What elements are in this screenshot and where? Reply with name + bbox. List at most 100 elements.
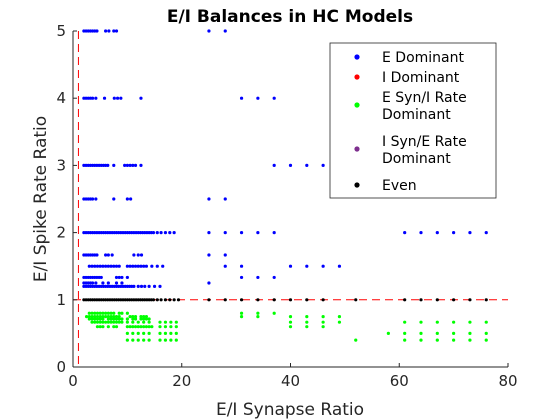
point-e-dominant (120, 275, 124, 280)
point-e-syn-i-rate-dominant (90, 320, 94, 324)
point-e-syn-i-rate-dominant (109, 315, 113, 319)
point-e-dominant (101, 281, 105, 285)
point-e-syn-i-rate-dominant (272, 311, 276, 315)
point-e-syn-i-rate-dominant (468, 320, 472, 324)
point-e-syn-i-rate-dominant (484, 331, 488, 335)
point-e-syn-i-rate-dominant (403, 320, 407, 324)
point-e-syn-i-rate-dominant (106, 311, 110, 315)
point-e-syn-i-rate-dominant (133, 325, 138, 329)
y-tick-label: 0 (56, 358, 66, 376)
point-e-syn-i-rate-dominant (174, 325, 178, 329)
point-e-syn-i-rate-dominant (109, 317, 113, 321)
point-e-syn-i-rate-dominant (147, 325, 151, 329)
point-e-syn-i-rate-dominant (163, 338, 168, 342)
point-e-syn-i-rate-dominant (403, 331, 407, 335)
point-e-dominant (120, 281, 124, 285)
legend-marker-even (354, 182, 360, 188)
point-even (321, 298, 325, 302)
point-e-dominant (133, 163, 138, 167)
point-e-syn-i-rate-dominant (435, 320, 439, 324)
point-e-syn-i-rate-dominant (142, 317, 146, 321)
point-e-dominant (305, 264, 309, 268)
point-e-dominant (90, 197, 95, 201)
point-e-syn-i-rate-dominant (435, 338, 439, 342)
point-e-syn-i-rate-dominant (125, 338, 129, 342)
point-e-dominant (112, 197, 116, 201)
point-e-syn-i-rate-dominant (117, 317, 121, 321)
point-e-dominant (117, 264, 121, 268)
point-e-syn-i-rate-dominant (90, 317, 94, 321)
point-e-syn-i-rate-dominant (142, 338, 146, 342)
point-e-dominant (155, 231, 159, 235)
point-even (468, 298, 472, 302)
point-e-dominant (158, 284, 162, 288)
point-e-syn-i-rate-dominant (112, 311, 116, 315)
point-e-syn-i-rate-dominant (98, 315, 102, 319)
point-e-syn-i-rate-dominant (101, 311, 105, 315)
point-e-dominant (125, 197, 129, 201)
point-e-dominant (272, 275, 276, 280)
point-e-dominant (101, 264, 105, 268)
point-e-syn-i-rate-dominant (106, 325, 110, 329)
legend-marker-e-syn-i-rate-dominant (354, 102, 360, 108)
point-even (288, 298, 293, 302)
point-e-syn-i-rate-dominant (114, 320, 119, 324)
point-e-syn-i-rate-dominant (139, 325, 143, 329)
point-even (176, 298, 181, 302)
point-e-syn-i-rate-dominant (95, 317, 100, 321)
x-tick-label: 60 (390, 372, 409, 390)
point-even (163, 298, 168, 302)
point-e-syn-i-rate-dominant (484, 320, 488, 324)
point-e-dominant (272, 163, 276, 167)
point-e-syn-i-rate-dominant (468, 331, 472, 335)
point-e-syn-i-rate-dominant (163, 325, 168, 329)
point-e-syn-i-rate-dominant (288, 320, 293, 324)
point-e-syn-i-rate-dominant (147, 320, 151, 324)
point-e-syn-i-rate-dominant (98, 320, 102, 324)
point-e-syn-i-rate-dominant (136, 331, 140, 335)
point-e-syn-i-rate-dominant (84, 315, 89, 319)
point-e-syn-i-rate-dominant (101, 320, 105, 324)
point-e-syn-i-rate-dominant (239, 315, 244, 319)
point-e-syn-i-rate-dominant (452, 331, 456, 335)
point-e-syn-i-rate-dominant (337, 320, 342, 324)
point-e-dominant (207, 29, 211, 33)
point-e-syn-i-rate-dominant (174, 320, 178, 324)
point-e-syn-i-rate-dominant (106, 317, 110, 321)
point-e-dominant (151, 231, 156, 235)
point-e-dominant (112, 96, 116, 100)
point-e-dominant (114, 275, 119, 280)
point-e-dominant (115, 96, 120, 100)
point-e-syn-i-rate-dominant (104, 315, 108, 319)
point-e-syn-i-rate-dominant (93, 317, 97, 321)
point-even (256, 298, 260, 302)
point-e-dominant (484, 231, 488, 235)
point-e-syn-i-rate-dominant (305, 325, 309, 329)
point-e-dominant (239, 264, 244, 268)
point-e-syn-i-rate-dominant (256, 311, 260, 315)
point-e-syn-i-rate-dominant (125, 331, 129, 335)
point-e-dominant (107, 29, 111, 33)
point-e-dominant (128, 264, 132, 268)
point-e-syn-i-rate-dominant (337, 315, 342, 319)
point-e-dominant (95, 253, 99, 257)
point-e-syn-i-rate-dominant (136, 338, 140, 342)
point-e-dominant (129, 197, 133, 201)
point-e-dominant (142, 264, 146, 268)
point-even (484, 298, 488, 302)
point-e-syn-i-rate-dominant (128, 325, 132, 329)
point-e-syn-i-rate-dominant (288, 315, 293, 319)
x-tick-label: 40 (281, 372, 300, 390)
point-e-dominant (110, 253, 114, 257)
point-e-syn-i-rate-dominant (112, 315, 116, 319)
point-e-dominant (207, 231, 211, 235)
point-e-syn-i-rate-dominant (117, 311, 121, 315)
point-even (305, 298, 309, 302)
point-e-syn-i-rate-dominant (452, 320, 456, 324)
point-e-dominant (256, 231, 260, 235)
point-e-syn-i-rate-dominant (98, 325, 102, 329)
point-e-dominant (256, 275, 260, 280)
point-e-syn-i-rate-dominant (305, 315, 309, 319)
point-e-dominant (139, 264, 143, 268)
